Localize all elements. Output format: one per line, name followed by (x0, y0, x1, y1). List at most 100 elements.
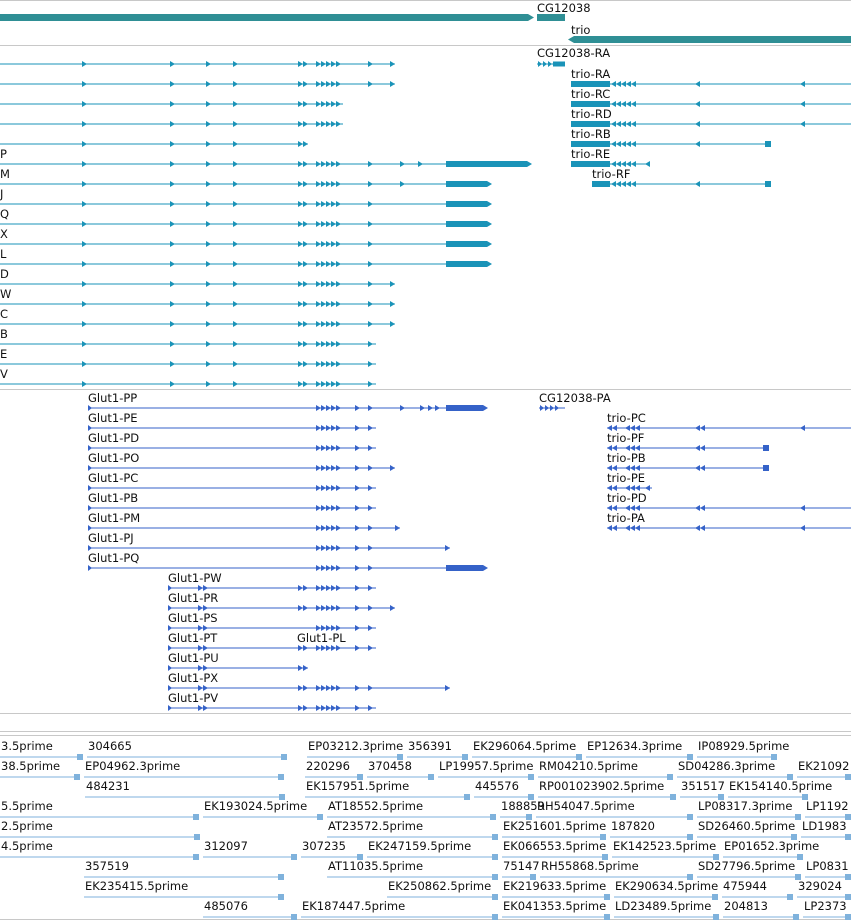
est-label[interactable]: 356391 (408, 739, 452, 753)
est-feature[interactable]: 5.5prime (0, 799, 199, 820)
transcript-top-trio[interactable]: trio-RD (571, 107, 851, 127)
transcript-top-left[interactable]: P (0, 147, 532, 167)
est-label[interactable]: LP2373 (804, 899, 847, 913)
est-feature[interactable]: LD23489.5prime (614, 899, 719, 920)
est-label[interactable]: EK235415.5prime (85, 879, 188, 893)
est-label[interactable]: EK247159.5prime (368, 839, 471, 853)
est-feature[interactable]: 475944 (722, 879, 793, 900)
est-feature[interactable]: EK193024.5prime (203, 799, 323, 820)
transcript-bottom-trio[interactable]: trio-PB (607, 451, 769, 471)
est-feature[interactable]: RH55868.5prime (540, 859, 693, 880)
est-feature[interactable]: RH54047.5prime (536, 799, 693, 820)
est-label[interactable]: LP19957.5prime (439, 759, 533, 773)
transcript-label[interactable]: trio-RA (571, 67, 610, 81)
est-label[interactable]: RH54047.5prime (537, 799, 635, 813)
transcript-label[interactable]: D (0, 267, 9, 281)
gene-label-cg12038[interactable]: CG12038 (537, 1, 591, 15)
est-label[interactable]: LD23489.5prime (615, 899, 711, 913)
transcript-top-trio[interactable]: trio-RE (571, 147, 650, 167)
est-feature[interactable]: LP0831 (805, 859, 851, 880)
est-label[interactable]: EK21092 (798, 759, 849, 773)
est-feature[interactable]: EK247159.5prime (367, 839, 498, 860)
transcript-bottom-trio[interactable]: trio-PE (607, 471, 652, 491)
transcript-top-trio[interactable]: trio-RB (571, 127, 771, 147)
est-label[interactable]: EK250862.5prime (388, 879, 491, 893)
est-feature[interactable]: EK041353.5prime (502, 899, 610, 920)
est-feature[interactable]: 370458 (367, 759, 434, 780)
est-label[interactable]: 204813 (724, 899, 768, 913)
transcript-label[interactable]: Glut1-PX (168, 671, 218, 685)
est-feature[interactable]: AT11035.5prime (327, 859, 498, 880)
transcript-label[interactable]: Glut1-PT (168, 631, 218, 645)
transcript-bottom-trio[interactable]: trio-PF (607, 431, 769, 451)
est-label[interactable]: 220296 (306, 759, 350, 773)
est-label[interactable]: RP001023902.5prime (539, 779, 664, 793)
transcript-bottom-glut1[interactable]: Glut1-PE (88, 411, 376, 431)
est-label[interactable]: LP1192 (806, 799, 849, 813)
transcript-top-left[interactable]: J (0, 187, 492, 207)
transcript-label[interactable]: C (0, 307, 8, 321)
gene-label-trio[interactable]: trio (571, 23, 590, 37)
est-label[interactable]: 484231 (86, 779, 130, 793)
transcript-label[interactable]: Glut1-PR (168, 591, 218, 605)
transcript-label[interactable]: Q (0, 207, 9, 221)
est-feature[interactable]: RP001023902.5prime (538, 779, 676, 800)
est-label[interactable]: EK290634.5prime (615, 879, 718, 893)
est-label[interactable]: 4.5prime (1, 839, 53, 853)
est-label[interactable]: 304665 (88, 739, 132, 753)
transcript-label[interactable]: Glut1-PV (168, 691, 218, 705)
transcript-top-left[interactable]: B (0, 327, 376, 347)
transcript-bottom-glut1[interactable]: Glut1-PU (168, 651, 308, 671)
transcript-top-trio[interactable]: trio-RA (571, 67, 851, 87)
transcript-label[interactable]: trio-RB (571, 127, 611, 141)
transcript-label-cg12038-pa[interactable]: CG12038-PA (539, 391, 611, 405)
est-label[interactable]: AT23572.5prime (328, 819, 423, 833)
est-feature[interactable]: 484231 (85, 779, 285, 800)
transcript-bottom-glut1[interactable]: Glut1-PM (88, 511, 400, 531)
transcript-top-left[interactable]: X (0, 227, 492, 247)
est-label[interactable]: 370458 (368, 759, 412, 773)
est-feature[interactable]: 445576 (474, 779, 534, 800)
est-feature[interactable]: EP12634.3prime (586, 739, 693, 760)
transcript-top-left[interactable] (0, 101, 343, 107)
est-feature[interactable]: LP08317.3prime (697, 799, 801, 820)
est-feature[interactable]: 75147 (502, 859, 540, 880)
transcript-label[interactable]: Glut1-PC (88, 471, 138, 485)
est-feature[interactable]: 187820 (610, 819, 693, 840)
transcript-top-left[interactable]: L (0, 247, 492, 267)
transcript-top-trio[interactable]: trio-RC (571, 87, 851, 107)
est-feature[interactable]: EK066553.5prime (502, 839, 608, 860)
est-feature[interactable]: EK154140.5prime (728, 779, 832, 800)
transcript-label[interactable]: W (0, 287, 11, 301)
est-feature[interactable]: 188859 (500, 799, 545, 820)
est-feature[interactable]: EK296064.5prime (472, 739, 582, 760)
transcript-label[interactable]: trio-PB (607, 451, 646, 465)
transcript-label[interactable]: trio-RF (592, 167, 630, 181)
transcript-top-left[interactable] (0, 141, 308, 147)
est-feature[interactable]: 2.5prime (0, 819, 200, 840)
transcript-top-left[interactable]: V (0, 367, 376, 387)
est-label[interactable]: EK187447.5prime (302, 899, 405, 913)
est-label[interactable]: 351517 (681, 779, 725, 793)
transcript-bottom-glut1[interactable]: Glut1-PQ (88, 551, 488, 571)
est-label[interactable]: 307235 (302, 839, 346, 853)
est-feature[interactable]: SD26460.5prime (697, 819, 797, 840)
est-feature[interactable]: 3.5prime (0, 739, 83, 760)
transcript-label[interactable]: B (0, 327, 8, 341)
est-label[interactable]: 5.5prime (1, 799, 53, 813)
transcript-bottom-glut1[interactable]: Glut1-PJ (88, 531, 450, 551)
est-label[interactable]: EK251601.5prime (503, 819, 606, 833)
est-label[interactable]: SD26460.5prime (698, 819, 795, 833)
est-feature[interactable]: EK142523.5prime (612, 839, 719, 860)
transcript-label[interactable]: trio-PF (607, 431, 644, 445)
est-feature[interactable]: SD04286.3prime (677, 759, 793, 780)
est-label[interactable]: EK219633.5prime (503, 879, 606, 893)
est-feature[interactable]: 312097 (203, 839, 297, 860)
transcript-top-left[interactable]: Q (0, 207, 492, 227)
est-label[interactable]: EK193024.5prime (204, 799, 307, 813)
transcript-label[interactable]: Glut1-PW (168, 571, 222, 585)
est-label[interactable]: EK041353.5prime (503, 899, 606, 913)
transcript-label-glut1-pl[interactable]: Glut1-PL (297, 631, 346, 645)
transcript-top-left[interactable] (0, 121, 343, 127)
transcript-label[interactable]: trio-PC (607, 411, 646, 425)
